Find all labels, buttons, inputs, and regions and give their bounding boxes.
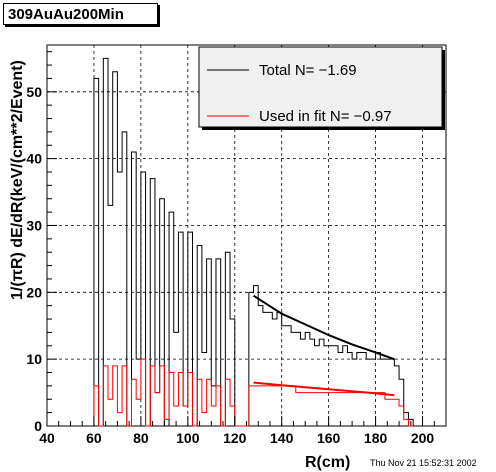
x-tick-label: 100: [176, 430, 200, 446]
x-tick-label: 120: [223, 430, 247, 446]
y-axis-ticks: 0 10 20 30 40 50: [26, 51, 57, 434]
fit-curve-used-in-fit: [253, 381, 395, 397]
y-tick-label: 40: [26, 151, 42, 167]
y-tick-label: 30: [26, 217, 42, 233]
x-axis-ticks: 40 60 80 100 120 140 160 180 200: [39, 416, 447, 446]
fit-curve-total: [253, 294, 395, 361]
legend-label-total: Total N= −1.69: [259, 62, 357, 79]
x-tick-label: 180: [364, 430, 388, 446]
histogram-used-in-fit: [93, 358, 414, 427]
y-tick-label: 20: [26, 284, 42, 300]
fit-curves: [253, 294, 395, 397]
y-tick-label: 0: [34, 418, 42, 434]
legend-box: [198, 46, 443, 128]
x-tick-label: 80: [133, 430, 149, 446]
legend-label-used-in-fit: Used in fit N= −0.97: [259, 108, 392, 125]
legend: Total N= −1.69 Used in fit N= −0.97: [198, 46, 445, 130]
x-tick-label: 40: [39, 430, 55, 446]
y-tick-label: 50: [26, 84, 42, 100]
x-tick-label: 60: [86, 430, 102, 446]
x-tick-label: 140: [270, 430, 294, 446]
timestamp: Thu Nov 21 15:52:31 2002: [370, 458, 477, 468]
y-axis-label: 1/(πR) dE/dR(keV/(cm**2/Event): [9, 60, 26, 300]
chart-title: 309AuAu200Min: [3, 3, 158, 25]
histogram-series: [93, 57, 414, 427]
x-tick-label: 200: [411, 430, 435, 446]
y-tick-label: 10: [26, 351, 42, 367]
x-tick-label: 160: [317, 430, 341, 446]
x-axis-label: R(cm): [305, 454, 350, 471]
